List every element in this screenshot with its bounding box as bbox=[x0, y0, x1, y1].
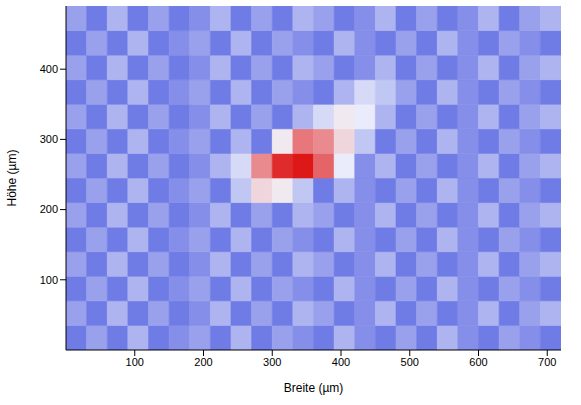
svg-text:200: 200 bbox=[194, 356, 212, 368]
svg-text:100: 100 bbox=[126, 356, 144, 368]
svg-text:300: 300 bbox=[263, 356, 281, 368]
svg-text:Breite (µm): Breite (µm) bbox=[284, 381, 344, 395]
svg-text:200: 200 bbox=[40, 203, 58, 215]
svg-text:300: 300 bbox=[40, 133, 58, 145]
svg-text:600: 600 bbox=[469, 356, 487, 368]
svg-text:700: 700 bbox=[538, 356, 556, 368]
svg-text:400: 400 bbox=[40, 63, 58, 75]
svg-text:400: 400 bbox=[332, 356, 350, 368]
svg-text:500: 500 bbox=[401, 356, 419, 368]
svg-text:100: 100 bbox=[40, 274, 58, 286]
svg-text:Höhe (µm): Höhe (µm) bbox=[5, 150, 19, 207]
